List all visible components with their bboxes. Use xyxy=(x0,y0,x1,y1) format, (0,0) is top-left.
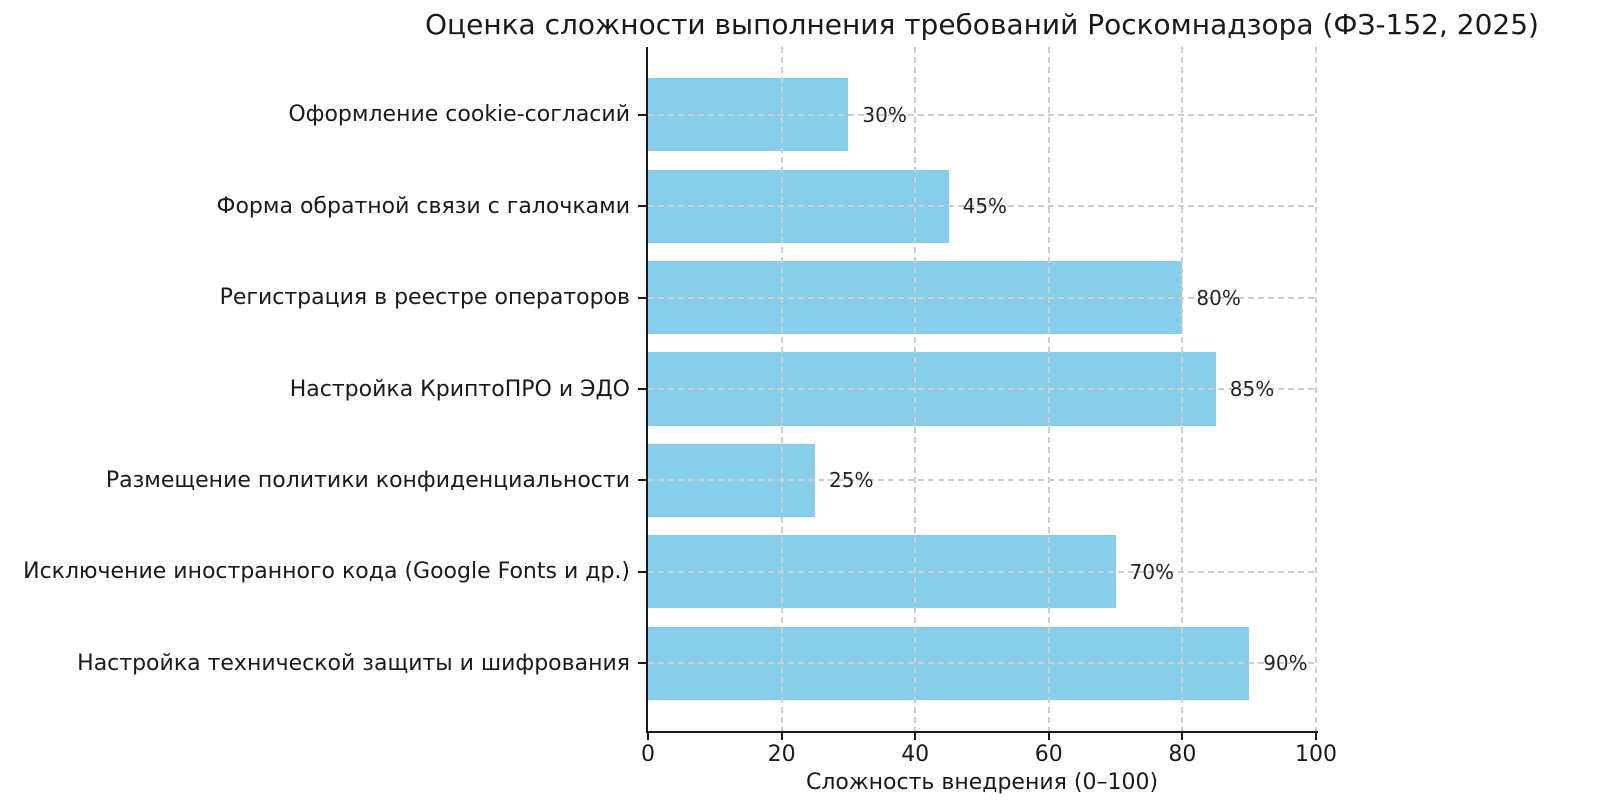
h-gridline xyxy=(648,113,1316,116)
h-gridline xyxy=(648,296,1316,299)
y-tick xyxy=(638,570,647,573)
y-tick xyxy=(638,205,647,208)
plot-area: 30% 45% 80% 85% 25% 70% 90% xyxy=(646,47,1318,733)
category-label: Форма обратной связи с галочками xyxy=(216,193,630,219)
bar-value-label: 90% xyxy=(1263,651,1308,676)
bar-value-label: 85% xyxy=(1229,377,1275,401)
chart-title: Оценка сложности выполнения требований Р… xyxy=(425,8,1539,41)
bar-value-label: 45% xyxy=(962,194,1008,219)
bar-value-label: 70% xyxy=(1129,559,1175,584)
x-tick xyxy=(1181,731,1184,740)
x-tick xyxy=(1315,731,1317,740)
y-tick xyxy=(638,388,647,390)
x-tick xyxy=(647,731,649,740)
bar-value-label: 30% xyxy=(862,102,907,127)
x-tick xyxy=(914,731,917,740)
y-tick xyxy=(638,662,647,665)
category-label: Настройка КриптоПРО и ЭДО xyxy=(289,376,630,402)
category-label: Исключение иностранного кода (Google Fon… xyxy=(23,559,630,585)
h-gridline xyxy=(648,570,1316,573)
category-label: Размещение политики конфиденциальности xyxy=(105,467,630,493)
h-gridline xyxy=(648,205,1316,208)
x-tick-label: 20 xyxy=(767,742,796,767)
h-gridline xyxy=(648,479,1316,482)
x-tick-label: 60 xyxy=(1034,742,1063,767)
x-tick-label: 80 xyxy=(1168,742,1197,767)
category-label: Регистрация в реестре операторов xyxy=(219,285,630,311)
h-gridline xyxy=(648,388,1316,390)
x-tick xyxy=(1047,731,1050,740)
y-tick xyxy=(638,479,647,482)
x-tick-label: 100 xyxy=(1295,742,1337,767)
x-tick-label: 0 xyxy=(641,742,655,767)
x-tick-label: 40 xyxy=(901,742,930,767)
x-tick xyxy=(780,731,783,740)
y-tick xyxy=(638,113,647,116)
bar-value-label: 80% xyxy=(1196,285,1241,310)
category-label: Настройка технической защиты и шифровани… xyxy=(77,650,630,676)
bar-value-label: 25% xyxy=(829,468,874,493)
category-label: Оформление cookie-согласий xyxy=(288,102,630,128)
x-axis-title: Сложность внедрения (0–100) xyxy=(805,770,1159,795)
h-gridline xyxy=(648,662,1316,665)
y-tick xyxy=(638,296,647,299)
v-gridline xyxy=(1315,47,1317,731)
